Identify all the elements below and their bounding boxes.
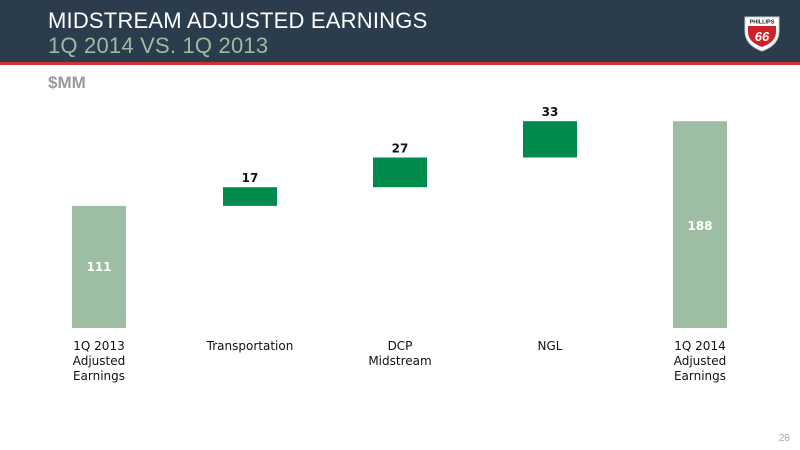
category-label: Transportation [206, 339, 294, 353]
category-label: NGL [538, 339, 563, 353]
category-label: 1Q 2014 [674, 339, 725, 353]
bar-value-label: 188 [687, 219, 712, 233]
category-label: Earnings [674, 369, 726, 383]
category-label: Earnings [73, 369, 125, 383]
category-label: 1Q 2013 [73, 339, 124, 353]
bar-value-label: 17 [242, 171, 259, 185]
bar-4 [523, 121, 577, 158]
category-label: Midstream [368, 354, 431, 368]
category-label: Adjusted [674, 354, 727, 368]
bar-value-label: 33 [542, 105, 559, 119]
logo-text-main: 66 [755, 29, 770, 44]
slide-title: MIDSTREAM ADJUSTED EARNINGS [48, 8, 428, 33]
slide-subtitle: 1Q 2014 VS. 1Q 2013 [48, 33, 269, 58]
logo-text-top: PHILLIPS [750, 20, 775, 26]
slide-header [0, 0, 800, 62]
bar-value-label: 27 [392, 142, 409, 156]
unit-label: $MM [48, 73, 86, 92]
bar-1 [72, 205, 126, 328]
bar-2 [223, 187, 277, 206]
page-number: 28 [778, 433, 790, 444]
bar-5 [673, 121, 727, 328]
category-label: DCP [388, 339, 413, 353]
header-divider [0, 62, 800, 65]
category-label: Adjusted [73, 354, 126, 368]
phillips-66-logo-icon: PHILLIPS 66 [744, 16, 780, 52]
bar-3 [373, 157, 427, 188]
bar-value-label: 111 [86, 260, 111, 274]
